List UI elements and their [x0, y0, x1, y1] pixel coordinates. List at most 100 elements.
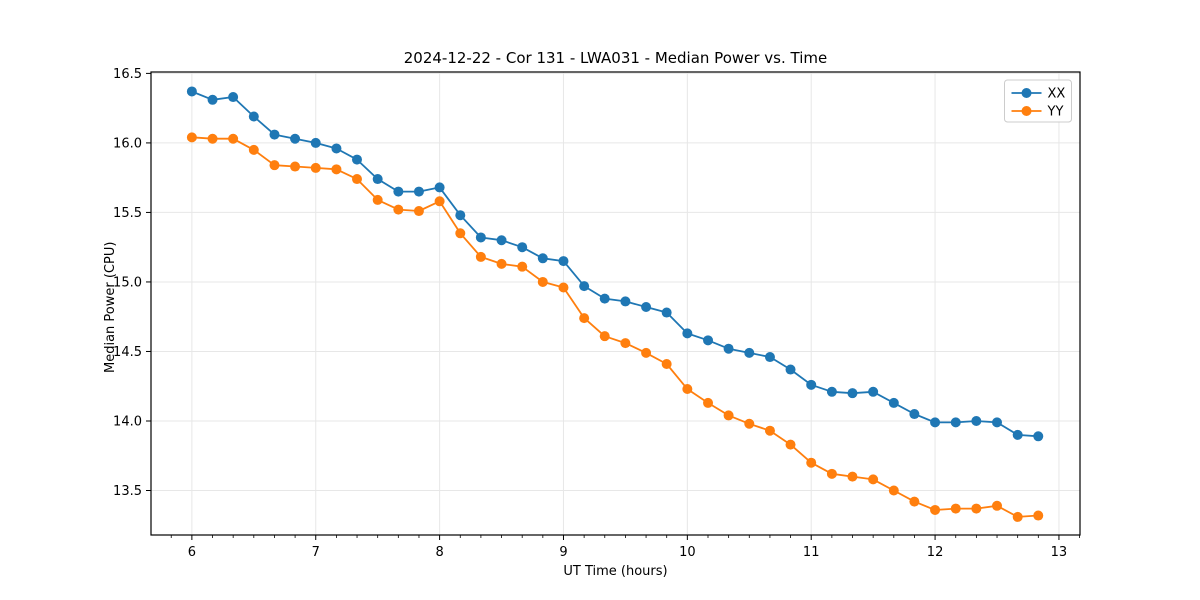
- x-tick-label: 12: [927, 545, 944, 560]
- series-marker-xx: [248, 111, 259, 122]
- series-marker-xx: [764, 352, 775, 363]
- series-marker-xx: [537, 253, 548, 264]
- series-marker-xx: [620, 296, 631, 307]
- series-marker-yy: [682, 384, 693, 395]
- series-marker-xx: [186, 86, 197, 97]
- series-marker-yy: [764, 425, 775, 436]
- series-marker-xx: [351, 154, 362, 165]
- series-marker-xx: [434, 182, 445, 193]
- chart-title: 2024-12-22 - Cor 131 - LWA031 - Median P…: [403, 49, 828, 67]
- series-marker-xx: [413, 186, 424, 197]
- legend-label: YY: [1047, 105, 1064, 120]
- series-marker-yy: [413, 206, 424, 217]
- series-marker-xx: [393, 186, 404, 197]
- series-marker-yy: [455, 228, 466, 239]
- series-marker-xx: [269, 129, 280, 140]
- series-marker-xx: [290, 133, 301, 144]
- series-marker-yy: [992, 500, 1003, 511]
- series-marker-xx: [847, 388, 858, 399]
- series-marker-xx: [496, 235, 507, 246]
- legend-sample-marker: [1021, 106, 1032, 116]
- y-tick-label: 15.0: [113, 275, 142, 290]
- series-marker-xx: [826, 386, 837, 397]
- series-marker-yy: [248, 144, 259, 155]
- series-marker-xx: [1033, 431, 1044, 442]
- series-marker-yy: [785, 439, 796, 450]
- series-marker-yy: [868, 474, 879, 485]
- series-marker-yy: [537, 276, 548, 287]
- series-marker-xx: [744, 347, 755, 358]
- series-marker-yy: [744, 418, 755, 429]
- series-marker-yy: [558, 282, 569, 293]
- series-marker-yy: [228, 133, 239, 144]
- x-tick-label: 13: [1051, 545, 1068, 560]
- series-marker-xx: [517, 242, 528, 253]
- x-tick-label: 11: [803, 545, 820, 560]
- series-marker-xx: [785, 364, 796, 375]
- series-marker-yy: [641, 347, 652, 358]
- series-marker-yy: [517, 261, 528, 272]
- series-marker-xx: [558, 256, 569, 267]
- series-marker-xx: [868, 386, 879, 397]
- series-marker-yy: [351, 174, 362, 185]
- series-marker-yy: [434, 196, 445, 207]
- series-marker-yy: [620, 338, 631, 349]
- y-tick-label: 16.0: [113, 136, 142, 151]
- legend-label: XX: [1048, 87, 1066, 102]
- y-tick-label: 15.5: [113, 206, 142, 221]
- series-marker-yy: [971, 503, 982, 514]
- series-marker-yy: [1033, 510, 1044, 521]
- series-marker-yy: [826, 468, 837, 479]
- plot-border: [150, 71, 1081, 536]
- series-marker-yy: [310, 162, 321, 173]
- series-marker-xx: [579, 281, 590, 292]
- series-marker-xx: [723, 343, 734, 354]
- series-marker-yy: [847, 471, 858, 482]
- series-marker-yy: [723, 410, 734, 421]
- series-marker-xx: [475, 232, 486, 243]
- series-marker-yy: [207, 133, 218, 144]
- series-marker-yy: [579, 313, 590, 324]
- y-tick-label: 14.0: [113, 414, 142, 429]
- x-tick-label: 8: [435, 545, 443, 560]
- series-marker-yy: [806, 457, 817, 468]
- series-marker-xx: [228, 92, 239, 103]
- series-marker-xx: [950, 417, 961, 428]
- series-marker-yy: [331, 164, 342, 175]
- series-marker-xx: [888, 397, 899, 408]
- x-tick-label: 9: [559, 545, 567, 560]
- series-marker-yy: [269, 160, 280, 171]
- series-marker-yy: [290, 161, 301, 172]
- y-tick-label: 13.5: [113, 484, 142, 499]
- series-marker-xx: [992, 417, 1003, 428]
- series-marker-xx: [207, 94, 218, 105]
- series-marker-yy: [496, 258, 507, 269]
- series-marker-yy: [661, 358, 672, 369]
- series-marker-xx: [909, 409, 920, 420]
- series-marker-yy: [186, 132, 197, 143]
- series-marker-yy: [909, 496, 920, 507]
- series-marker-xx: [1012, 429, 1023, 440]
- series-marker-yy: [599, 331, 610, 342]
- series-marker-yy: [1012, 511, 1023, 522]
- series-line-yy: [191, 136, 1039, 518]
- series-marker-xx: [331, 143, 342, 154]
- series-marker-yy: [393, 204, 404, 215]
- series-marker-xx: [682, 328, 693, 339]
- series-marker-yy: [372, 194, 383, 205]
- legend-sample-marker: [1021, 88, 1032, 98]
- series-marker-xx: [641, 301, 652, 312]
- series-marker-xx: [971, 415, 982, 426]
- series-marker-xx: [455, 210, 466, 221]
- series-marker-xx: [372, 174, 383, 185]
- series-marker-yy: [930, 504, 941, 515]
- x-tick-label: 10: [679, 545, 696, 560]
- series-marker-yy: [703, 397, 714, 408]
- series-marker-xx: [930, 417, 941, 428]
- series-marker-xx: [806, 379, 817, 390]
- x-tick-label: 6: [188, 545, 196, 560]
- series-marker-yy: [950, 503, 961, 514]
- series-marker-xx: [599, 293, 610, 304]
